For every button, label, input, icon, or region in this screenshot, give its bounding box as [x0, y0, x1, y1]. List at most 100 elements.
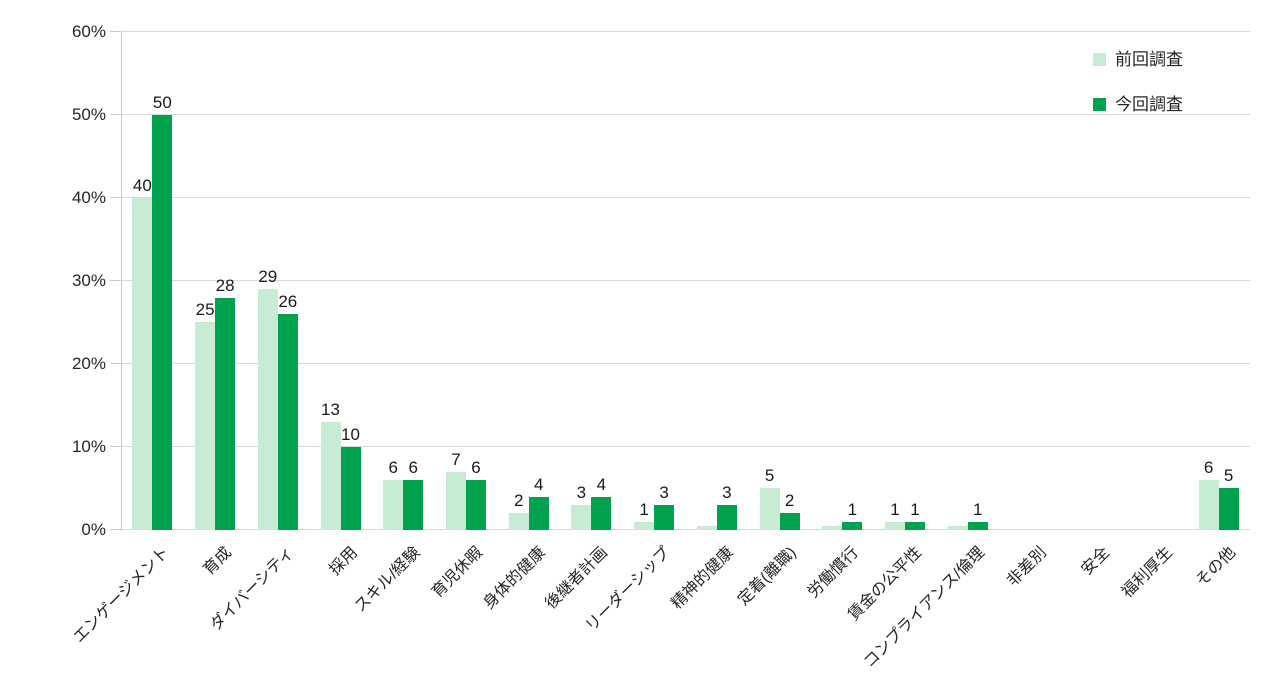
bar-current-3: 26	[277, 292, 298, 530]
category-label-10: 精神的健康	[668, 544, 737, 613]
bar-value-label: 10	[341, 425, 360, 444]
legend: 前回調査 今回調査	[1093, 50, 1183, 114]
category-label-14: コンプライアンス/倫理	[860, 544, 988, 672]
bar-value-label: 3	[659, 483, 669, 502]
bar-current-1: 50	[152, 93, 173, 530]
category-label-18: その他	[1192, 544, 1239, 590]
bar-current-11: 2	[779, 491, 800, 530]
bar-previous-11: 5	[759, 466, 780, 530]
bar-value-label: 2	[513, 491, 524, 510]
category-label-7: 身体的健康	[480, 544, 549, 613]
bar-previous-14	[947, 526, 968, 530]
y-tick-mark	[110, 363, 121, 364]
bar-previous-3: 29	[257, 267, 278, 530]
bar-group-3: 29 26	[257, 32, 298, 530]
bar-value-label: 6	[408, 458, 418, 477]
bar-value-label: 7	[451, 450, 461, 469]
bar-value-label: 13	[321, 400, 340, 419]
bar-previous-12	[822, 526, 843, 530]
bar-current-5: 6	[403, 458, 424, 530]
bar-current-6: 6	[465, 458, 486, 530]
y-tick-label: 50%	[71, 105, 106, 124]
y-tick-mark	[110, 529, 121, 530]
legend-label-current-survey: 今回調査	[1115, 95, 1183, 114]
bar-current-9: 3	[654, 483, 675, 530]
bar-current-18: 5	[1218, 466, 1239, 530]
bar-value-label: 1	[973, 500, 983, 519]
category-label-17: 福利厚生	[1118, 544, 1176, 602]
gridline-30%	[121, 280, 1250, 281]
legend-swatch-previous-survey	[1093, 53, 1106, 66]
y-tick-label: 40%	[71, 188, 106, 207]
gridline-50%	[121, 114, 1250, 115]
bar-current-2: 28	[215, 276, 236, 530]
bar-previous-1: 40	[132, 176, 153, 530]
category-label-16: 安全	[1078, 544, 1114, 579]
gridline-60%	[121, 31, 1250, 32]
y-tick-mark	[110, 280, 121, 281]
bar-value-label: 1	[910, 500, 920, 519]
bar-current-7: 4	[528, 475, 549, 530]
y-tick-label: 0%	[81, 520, 106, 539]
y-tick-label: 20%	[71, 354, 106, 373]
bar-previous-7: 2	[508, 491, 529, 530]
bar-previous-8: 3	[571, 483, 592, 530]
bar-group-10: 3	[696, 32, 737, 530]
bar-value-label: 4	[596, 475, 607, 494]
bar-value-label: 4	[533, 475, 544, 494]
category-label-1: エンゲージメント	[70, 544, 173, 647]
bar-group-2: 25 28	[195, 32, 236, 530]
bar-previous-5: 6	[383, 458, 404, 530]
bar-current-10: 3	[716, 483, 737, 530]
gridline-0%	[121, 529, 1250, 530]
bar-current-12: 1	[842, 500, 863, 530]
bar-previous-6: 7	[445, 450, 466, 530]
y-tick-mark	[110, 446, 121, 447]
bar-group-1: 40 50	[132, 32, 173, 530]
bar-current-8: 4	[591, 475, 612, 530]
bar-value-label: 3	[722, 483, 732, 502]
category-label-5: スキル/経験	[351, 544, 424, 616]
bar-group-15	[1010, 32, 1050, 530]
category-label-15: 非差別	[1004, 544, 1051, 590]
legend-item-previous-survey: 前回調査	[1093, 50, 1183, 69]
bar-value-label: 28	[215, 276, 235, 295]
bar-previous-13: 1	[885, 500, 906, 530]
bar-group-14: 1	[947, 32, 988, 530]
bar-value-label: 5	[764, 466, 775, 485]
legend-item-current-survey: 今回調査	[1093, 95, 1183, 114]
y-tick-label: 60%	[71, 22, 106, 41]
y-axis-line	[121, 32, 122, 531]
bar-current-14: 1	[967, 500, 988, 530]
bar-previous-4: 13	[320, 400, 341, 530]
bar-value-label: 6	[1203, 458, 1214, 477]
category-label-11: 定着(離職)	[734, 544, 800, 609]
bar-current-13: 1	[905, 500, 926, 530]
bar-value-label: 3	[576, 483, 587, 502]
bar-group-12: 1	[822, 32, 863, 530]
legend-swatch-current-survey	[1093, 98, 1106, 111]
legend-label-previous-survey: 前回調査	[1115, 50, 1183, 69]
bar-value-label: 6	[471, 458, 481, 477]
category-label-6: 育児休暇	[428, 544, 486, 602]
y-tick-label: 30%	[71, 271, 106, 290]
bar-previous-9: 1	[634, 500, 655, 530]
plot-area: 40 50 25 28 29 26 13 10 6 6 7 6 2 4 3 4 1 3 3 5 2 1 1 1 1 6 5	[110, 31, 1250, 530]
bar-value-label: 50	[152, 93, 172, 112]
bar-value-label: 5	[1223, 466, 1234, 485]
category-label-12: 労働慣行	[805, 544, 863, 602]
gridline-10%	[121, 446, 1250, 447]
gridline-40%	[121, 197, 1250, 198]
bar-current-4: 10	[340, 425, 361, 530]
gridline-20%	[121, 363, 1250, 364]
category-label-4: 採用	[325, 544, 361, 579]
bar-value-label: 2	[784, 491, 795, 510]
bar-value-label: 1	[890, 500, 900, 519]
bar-value-label: 6	[388, 458, 398, 477]
bar-group-4: 13 10	[320, 32, 361, 530]
